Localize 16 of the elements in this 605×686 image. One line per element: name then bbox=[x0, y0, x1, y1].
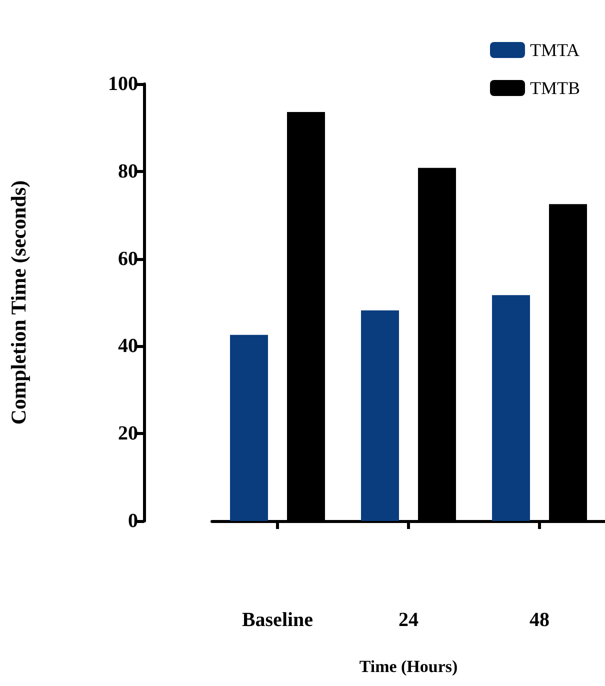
y-tick-label: 20 bbox=[118, 422, 138, 445]
y-tick-label: 60 bbox=[118, 248, 138, 270]
legend-label: TMTB bbox=[530, 78, 580, 98]
y-tick-label: 80 bbox=[118, 160, 138, 182]
x-tick-label: Baseline bbox=[242, 609, 314, 631]
x-tick-label: 48 bbox=[530, 609, 550, 631]
bar bbox=[492, 295, 530, 521]
legend-label: TMTA bbox=[530, 40, 580, 60]
y-axis-title: Completion Time (seconds) bbox=[6, 180, 30, 425]
bar bbox=[230, 334, 268, 521]
y-tick-label: 0 bbox=[128, 510, 138, 532]
bar bbox=[361, 310, 399, 521]
y-tick-label: 40 bbox=[118, 335, 138, 358]
x-tick-label: 24 bbox=[398, 609, 418, 631]
x-axis-title: Time (Hours) bbox=[359, 657, 458, 676]
y-tick-label: 100 bbox=[108, 73, 138, 95]
